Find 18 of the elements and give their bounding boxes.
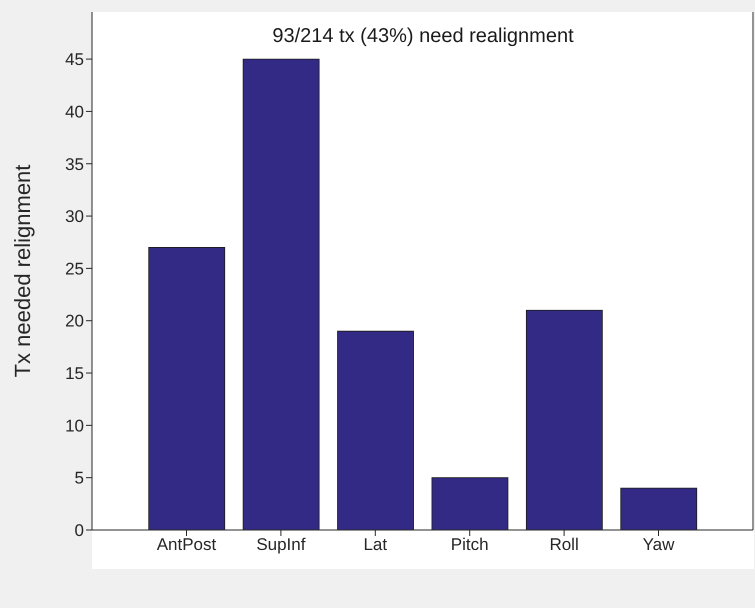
y-tick-label: 35: [65, 154, 84, 174]
x-tick-label: AntPost: [156, 535, 217, 554]
y-tick-label: 45: [65, 50, 84, 70]
y-tick-label: 15: [65, 364, 84, 384]
y-tick-label: 20: [65, 312, 84, 331]
x-tick-label: Pitch: [450, 535, 489, 554]
y-tick-label: 10: [65, 416, 84, 436]
annotation: 93/214 tx (43%) need realignment: [271, 25, 575, 48]
y-tick-label: 5: [74, 468, 84, 488]
y-axis-title: Tx needed relignment: [10, 164, 35, 378]
y-tick-label: 25: [65, 259, 84, 278]
y-tick-label: 40: [65, 102, 84, 122]
x-tick-label: Roll: [549, 535, 579, 554]
y-tick-label: 30: [65, 207, 84, 226]
x-tick-label: SupInf: [256, 535, 306, 554]
x-tick-label: Yaw: [642, 535, 676, 554]
x-tick-label: Lat: [363, 535, 388, 554]
y-tick-label: 0: [74, 521, 84, 540]
